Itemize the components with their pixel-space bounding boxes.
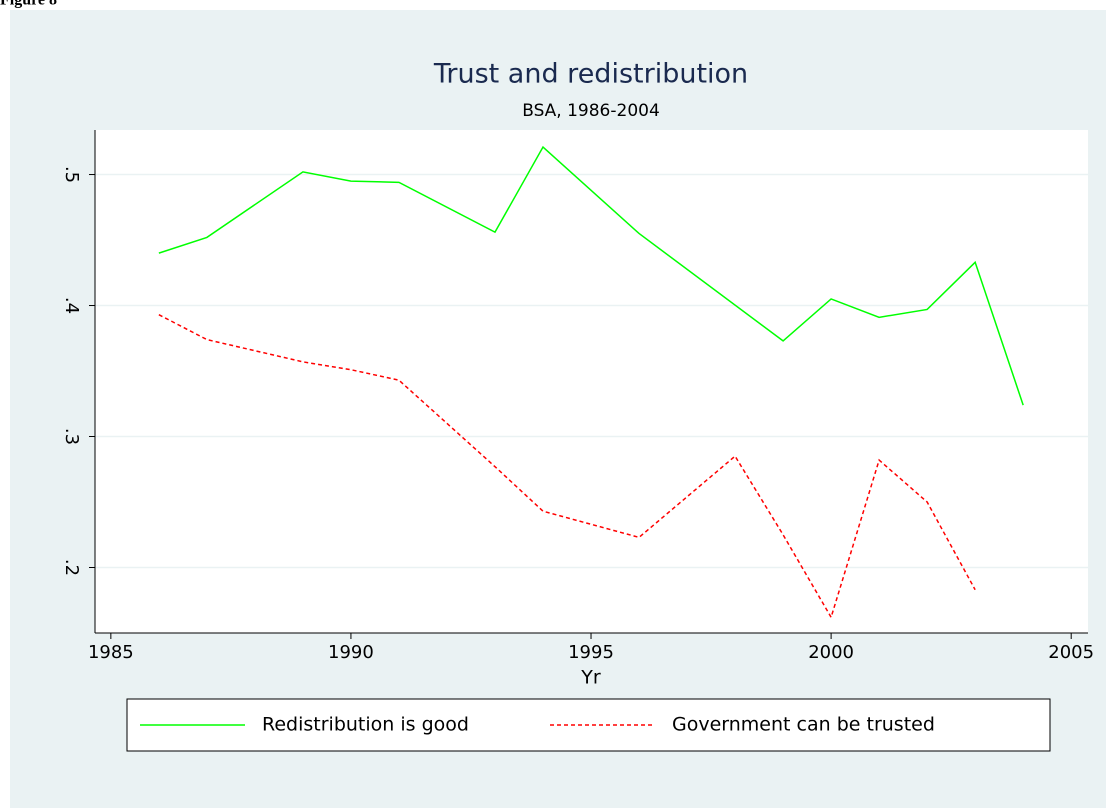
plot-area xyxy=(95,130,1088,633)
series-line xyxy=(158,145,1024,406)
legend-label: Redistribution is good xyxy=(262,714,469,736)
x-axis-title: Yr xyxy=(580,667,601,689)
x-tick-label: 1990 xyxy=(328,642,374,663)
x-tick-label: 1995 xyxy=(568,642,614,663)
x-tick-label: 2000 xyxy=(808,642,854,663)
chart-title: Trust and redistribution xyxy=(433,59,748,90)
series-line xyxy=(158,314,976,620)
chart-subtitle: BSA, 1986-2004 xyxy=(522,101,660,121)
y-tick-label: .4 xyxy=(61,297,82,314)
x-tick-label: 2005 xyxy=(1048,642,1094,663)
x-tick-label: 1985 xyxy=(88,642,134,663)
y-tick-label: .5 xyxy=(61,166,82,183)
y-tick-label: .2 xyxy=(61,559,82,576)
figure-label: Figure 8 xyxy=(0,0,57,9)
y-tick-label: .3 xyxy=(61,428,82,445)
legend-label: Government can be trusted xyxy=(672,714,935,736)
